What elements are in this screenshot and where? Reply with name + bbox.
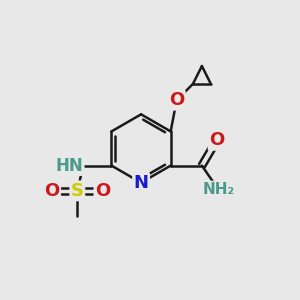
Text: O: O: [169, 91, 184, 109]
Text: NH₂: NH₂: [202, 182, 234, 197]
Text: O: O: [44, 182, 60, 200]
Text: N: N: [134, 174, 148, 192]
Text: O: O: [95, 182, 110, 200]
Text: S: S: [71, 182, 84, 200]
Text: HN: HN: [56, 157, 83, 175]
Text: O: O: [209, 131, 224, 149]
